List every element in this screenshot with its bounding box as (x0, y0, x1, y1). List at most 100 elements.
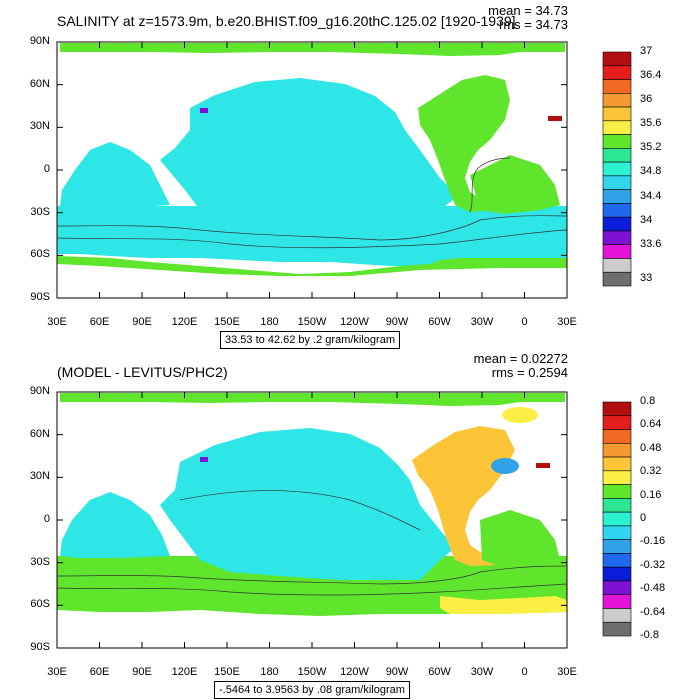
bottom-panel-title: (MODEL - LEVITUS/PHC2) (57, 364, 228, 380)
top-sea-of-japan-spot (200, 108, 208, 113)
colorbar-swatch (602, 51, 632, 67)
colorbar-swatch (602, 608, 632, 623)
lon-label: 150W (297, 316, 327, 328)
lat-label: 90S (30, 291, 50, 303)
top-arctic (60, 43, 565, 56)
bottom-med-outflow-anomaly (491, 458, 519, 474)
bottom-indian (60, 492, 170, 558)
lat-label: 30S (30, 555, 50, 568)
lat-label: 60N (29, 427, 50, 440)
colorbar-label: 0.64 (640, 418, 662, 431)
bottom-sea-of-japan-spot (200, 457, 208, 462)
lon-label: 120E (171, 316, 198, 328)
colorbar-label: -0.64 (640, 605, 666, 618)
bottom-nordic-seas (502, 407, 538, 423)
bottom-map (56, 391, 568, 649)
colorbar-swatch (602, 511, 632, 527)
colorbar-swatch (602, 258, 632, 273)
top-panel-mean: mean = 34.73 (488, 3, 568, 18)
colorbar-label: 34.8 (640, 165, 662, 178)
lon-label: 30E (47, 666, 67, 678)
top-panel-title: SALINITY at z=1573.9m, b.e20.BHIST.f09_g… (57, 13, 516, 29)
lon-label: 30W (470, 316, 494, 328)
colorbar-label: 35.6 (640, 117, 662, 130)
lon-label: 60W (428, 666, 451, 678)
lat-label: 90N (29, 35, 50, 47)
colorbar-swatch (602, 134, 632, 149)
colorbar-label: -0.32 (640, 558, 666, 571)
top-map (56, 41, 568, 299)
lon-label: 180 (260, 316, 279, 328)
colorbar-swatch (602, 65, 632, 80)
bottom-southern-ocean (57, 556, 567, 616)
colorbar-label: 34 (640, 213, 653, 226)
colorbar-swatch (602, 203, 632, 218)
lon-label: 30E (47, 316, 67, 328)
colorbar-swatch (602, 415, 632, 430)
lat-label: 30S (30, 205, 50, 218)
colorbar-swatch (602, 189, 632, 204)
colorbar-label: 0.16 (640, 488, 662, 501)
top-south-atlantic (470, 155, 560, 214)
bottom-atlantic (412, 426, 515, 566)
colorbar-swatch (602, 456, 632, 472)
lat-label: 90S (30, 641, 50, 653)
lon-label: 120W (340, 666, 369, 678)
lon-label: 90W (385, 666, 409, 678)
colorbar-swatch (602, 594, 632, 609)
colorbar-swatch (602, 92, 632, 108)
colorbar-swatch (602, 498, 632, 513)
colorbar-swatch (602, 580, 632, 596)
bottom-contour-2 (56, 565, 568, 585)
colorbar-swatch (602, 566, 632, 582)
lon-label: 60E (89, 666, 110, 678)
colorbar-label: 0.48 (640, 441, 662, 454)
top-mediterranean-spot (548, 116, 562, 121)
lon-label: 0 (521, 666, 528, 678)
colorbar-swatch (602, 401, 632, 417)
colorbar-swatch (602, 230, 632, 246)
colorbar-swatch (602, 216, 632, 232)
top-contour-3 (469, 157, 511, 213)
colorbar-swatch (602, 244, 632, 259)
top-contour-1 (56, 229, 568, 249)
lon-label: 60E (89, 316, 110, 328)
colorbar-label: 36 (640, 93, 653, 106)
axis-ticks (56, 41, 568, 649)
colorbar-swatch (602, 621, 632, 637)
bottom-southern-ocean-yellow (440, 596, 567, 614)
bottom-south-atlantic (480, 510, 560, 568)
lon-label: 150E (214, 316, 240, 328)
top-contour-2 (56, 215, 568, 241)
colorbar-label: 33 (640, 272, 653, 285)
colorbar-label: 0.8 (640, 395, 656, 407)
lat-label: 30N (29, 470, 50, 483)
lon-label: 30E (557, 316, 577, 328)
colorbar-label: 37 (640, 45, 653, 57)
lat-label: 60S (30, 248, 50, 261)
colorbar-label: -0.48 (640, 582, 666, 595)
lat-label: 30N (29, 120, 50, 133)
bottom-arctic (60, 393, 565, 406)
top-atlantic (418, 75, 510, 212)
top-range-box: 33.53 to 42.62 by .2 gram/kilogram (220, 331, 400, 349)
lon-label: 120W (340, 316, 369, 328)
colorbar-label: 0 (640, 512, 647, 524)
colorbar-swatch (602, 106, 632, 122)
lon-label: 180 (260, 666, 279, 678)
lat-label: 0 (43, 513, 50, 525)
colorbar-swatch (602, 271, 632, 287)
bottom-mediterranean-spot (536, 463, 550, 468)
colorbar-label: 35.2 (640, 141, 662, 154)
lat-label: 60N (29, 77, 50, 90)
lon-label: 90E (132, 666, 152, 678)
colorbar-label: -0.8 (640, 629, 659, 641)
lat-label: 90N (29, 385, 50, 397)
colorbar-swatch (602, 553, 632, 568)
colorbar-label: 36.4 (640, 69, 662, 82)
colorbar-label: -0.16 (640, 535, 666, 548)
colorbar-swatch (602, 525, 632, 540)
bottom-pacific (160, 428, 455, 580)
colorbar-swatch (602, 79, 632, 94)
